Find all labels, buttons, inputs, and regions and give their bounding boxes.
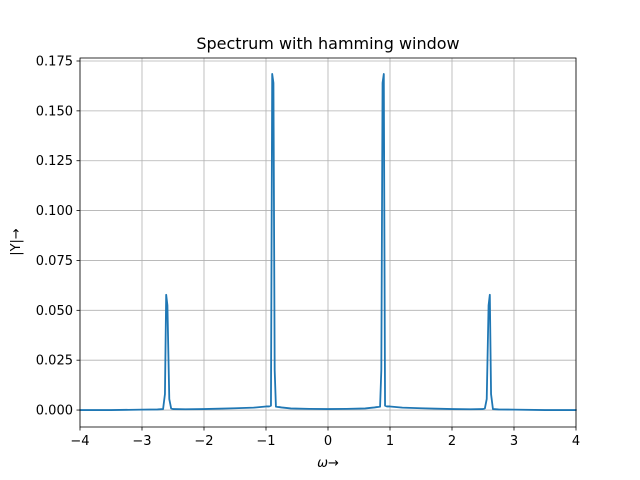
x-tick-label: −3 <box>132 434 151 449</box>
y-tick-label: 0.150 <box>36 104 73 119</box>
x-tick-label: −2 <box>194 434 213 449</box>
y-tick-label: 0.100 <box>36 204 73 219</box>
y-tick-label: 0.125 <box>36 154 73 169</box>
y-tick-label: 0.075 <box>36 254 73 269</box>
grid <box>79 58 577 427</box>
x-axis-label: ω→ <box>317 456 339 471</box>
x-tick-label: 3 <box>510 434 518 449</box>
y-tick-label: 0.175 <box>36 54 73 69</box>
spectrum-line <box>79 73 577 411</box>
x-tick-label: −4 <box>70 434 89 449</box>
x-tick-label: −1 <box>256 434 275 449</box>
y-tick-label: 0.000 <box>36 404 73 419</box>
x-tick-label: 0 <box>324 434 332 449</box>
y-tick-label: 0.050 <box>36 304 73 319</box>
series-group <box>79 73 577 411</box>
x-tick-label: 1 <box>386 434 394 449</box>
y-tick-label: 0.025 <box>36 354 73 369</box>
x-tick-label: 4 <box>572 434 580 449</box>
y-ticks: 0.000 0.025 0.050 0.075 0.100 0.125 0.150 0.175 <box>36 54 80 419</box>
y-axis-label: |Y|→ <box>9 228 24 256</box>
x-ticks: −4 −3 −2 −1 0 1 2 3 4 <box>70 427 580 449</box>
chart-title: Spectrum with hamming window <box>196 34 459 53</box>
x-tick-label: 2 <box>448 434 456 449</box>
